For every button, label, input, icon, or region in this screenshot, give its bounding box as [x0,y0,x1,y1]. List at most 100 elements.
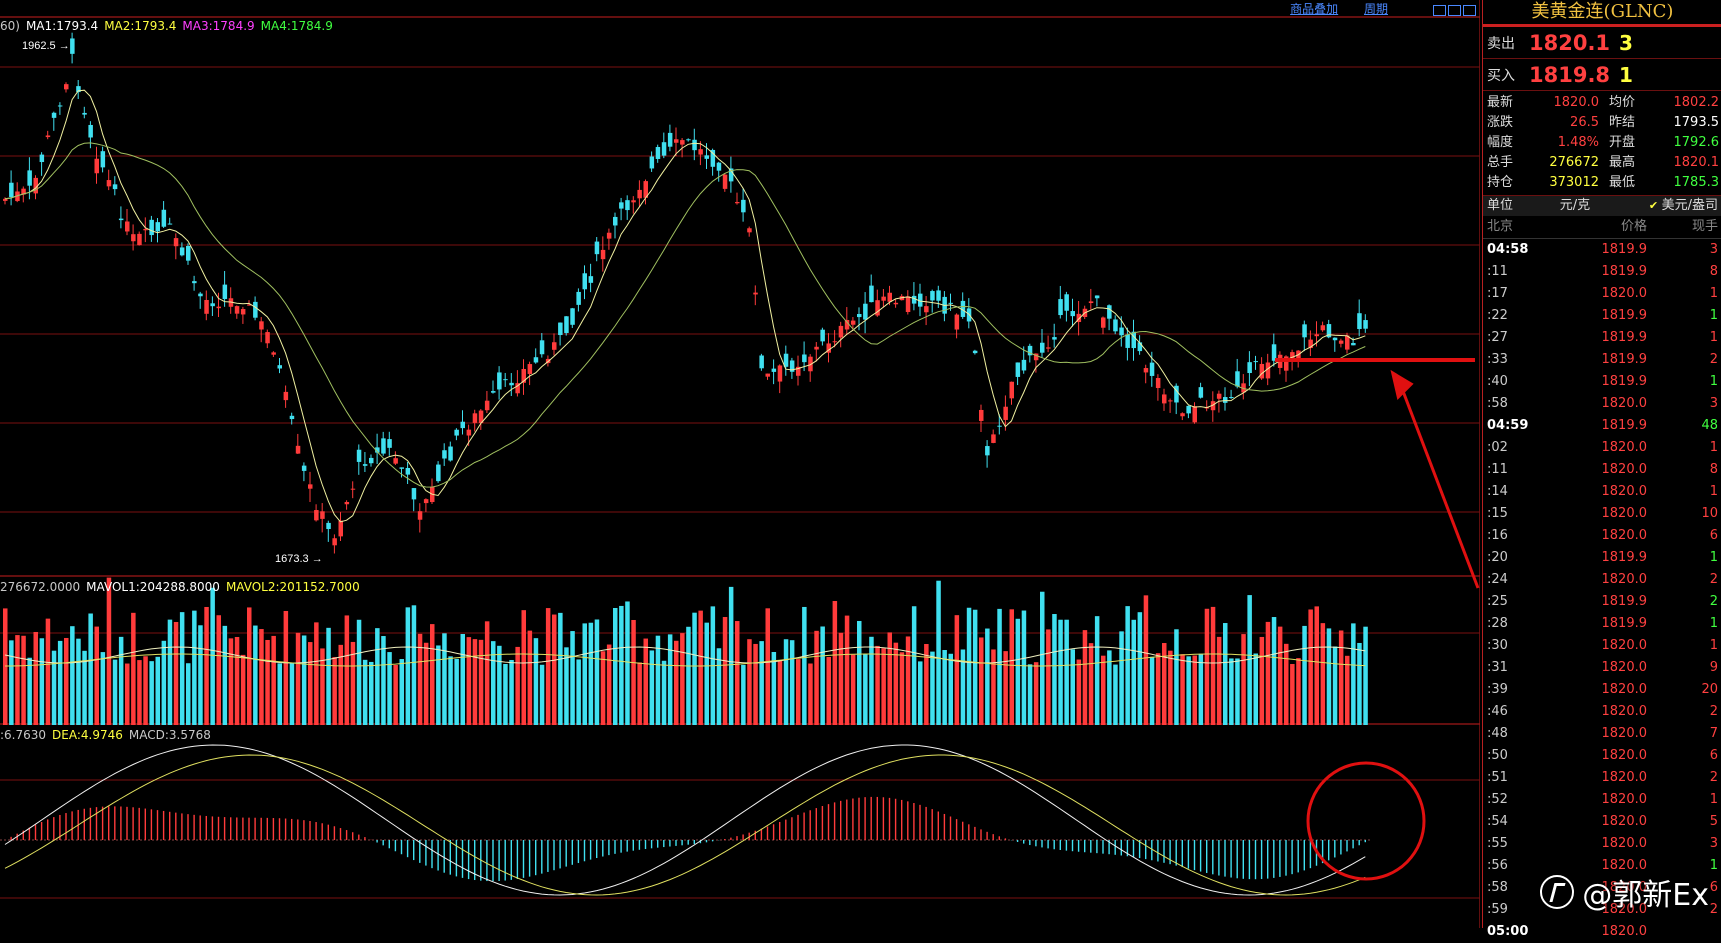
candle-body [1070,311,1075,317]
volume-bar [613,608,618,725]
tick-time: :51 [1487,770,1508,785]
volume-bar [924,644,929,725]
restore-icon[interactable] [1433,5,1446,16]
tick-time: :39 [1487,682,1508,697]
split-icon[interactable] [1448,5,1461,16]
candle-body [1149,362,1155,376]
legend-ma1: MA1:1793.4 [25,19,99,33]
volume-bar [1363,626,1368,725]
candle-body [155,222,160,232]
candle-body [222,284,228,300]
tick-row: :25 1819.9 2 [1483,591,1721,613]
tick-price: 1819.9 [1601,374,1648,389]
candle-body [326,522,331,530]
stat-key: 涨跌 [1487,115,1514,130]
volume-bar [619,605,624,725]
candle-body [1168,400,1173,402]
tick-qty [1647,921,1721,943]
volume-bar [338,644,343,725]
period-link[interactable]: 周期 [1363,2,1388,16]
volume-bar [1308,609,1313,725]
volume-bar [1125,606,1130,725]
volume-bar [850,654,856,725]
tick-price: 1819.9 [1601,352,1648,367]
candle-body [149,219,154,236]
maximize-icon[interactable] [1463,5,1476,16]
candle-body [918,293,923,307]
candle-body [417,511,423,520]
unit-alt[interactable]: 美元/盎司 [1619,196,1721,216]
candle-body [1290,352,1295,361]
candle-body [411,488,417,500]
candle-body [527,364,533,374]
tick-row: 04:59 1819.9 48 [1483,415,1721,437]
tick-price: 1820.0 [1601,902,1648,917]
unit-row[interactable]: 单位 元/克 美元/盎司 [1483,196,1721,216]
candle-body [869,285,874,303]
volume-bar [521,610,526,725]
candle-body [82,112,87,115]
volume-bar [552,614,557,725]
tick-qty: 1 [1709,330,1718,345]
volume-bar [887,632,892,725]
candle-body [1119,327,1124,336]
candle-body [796,366,801,376]
tick-list[interactable]: 04:58 1819.9 3:11 1819.9 8:17 1820.0 1:22 1819.… [1483,239,1721,943]
volume-bar [1314,606,1319,725]
tick-qty: 48 [1701,418,1718,433]
volume-bar [76,638,81,725]
tick-header: 北京 价格 现手 [1483,216,1721,239]
candle-body [1302,324,1307,338]
kline-chart[interactable]: 1962.5 → 1673.3 → [0,0,1480,928]
volume-bar [881,648,886,725]
candle-body [979,409,984,421]
volume-bar [1235,658,1240,725]
candle-body [1314,334,1319,337]
tick-qty: 2 [1709,572,1718,587]
candle-body [454,429,459,436]
candle-body [259,321,264,330]
volume-bar [1253,653,1258,725]
volume-bar [1265,621,1271,725]
volume-bar [594,619,600,725]
mavol-line-2 [5,653,1366,667]
unit-value[interactable]: 元/克 [1559,198,1591,213]
candle-body [21,188,26,195]
tick-row: :58 1820.0 6 [1483,877,1721,899]
candle-body [1253,361,1258,363]
macd-legend: :6.7630 DEA:4.9746 MACD:3.5768 [0,728,217,742]
candle-body [45,135,51,138]
volume-bar [674,640,679,725]
stat-value: 1.48% [1557,135,1599,150]
volume-bar [173,621,179,725]
volume-bar [442,633,447,725]
stat-row: 幅度 1.48% 开盘 1792.6 [1483,133,1721,153]
candle-body [1363,320,1368,329]
volume-bar [356,619,362,725]
tick-time: :56 [1487,858,1508,873]
tick-row: :59 1820.0 2 [1483,899,1721,921]
candle-body [497,372,502,390]
candle-body [564,316,569,334]
watermark-text: @郭新Ex [1582,878,1709,913]
volume-bar [911,606,917,725]
candle-body [857,314,862,318]
candle-body [850,320,856,325]
volume-bar [704,622,709,725]
overlay-link[interactable]: 商品叠加 [1290,2,1339,16]
legend-ma4: MA4:1784.9 [260,19,333,33]
tick-row: :55 1820.0 3 [1483,833,1721,855]
volume-bar [960,649,966,725]
candle-body [1229,397,1234,399]
tick-time: 04:59 [1487,418,1529,433]
candle-body [51,112,57,118]
candle-body [210,303,215,307]
volume-bar [1058,619,1063,725]
chart-area[interactable]: 1962.5 → 1673.3 → 60) MA1:1793.4 MA2:1793.4… [0,0,1480,928]
volume-bar [1040,591,1045,725]
legend-mavol2: MAVOL2:201152.7000 [225,580,360,594]
volume-bar [899,652,905,725]
stat-value-2: 1792.6 [1673,135,1720,150]
volume-bar [1296,658,1301,725]
volume-bar [1052,614,1057,725]
